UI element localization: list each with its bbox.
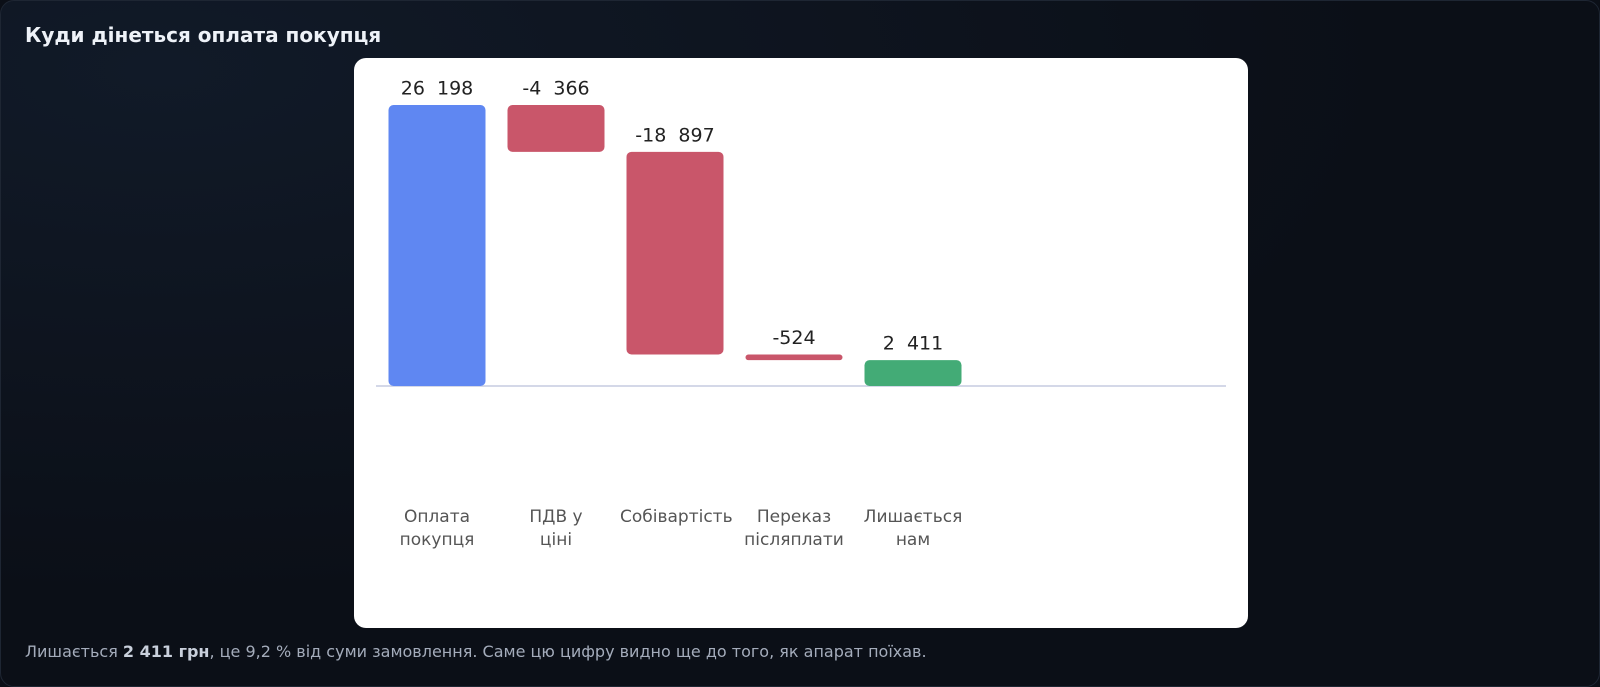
footer-text: , це 9,2 % від суми замовлення. Саме цю … [209,642,927,661]
bar [388,105,486,386]
category-label: Оплата покупця [399,507,475,550]
chart: 26 198 -4 366 -18 897 -524 2 411 [376,78,1226,387]
category-label: Лишається нам [863,507,963,550]
title: Куди дінеться оплата покупця [25,23,382,47]
bar [864,360,962,386]
chart-card: 26 198 -4 366 -18 897 -524 2 411 Оплата поку… [354,58,1248,628]
footer-strong: 2 411 грн [122,642,210,661]
category-label: Собівартість [620,507,733,527]
category-label: Переказ післяплати [744,507,844,550]
value-label: -4 366 [522,78,589,100]
value-label: 26 198 [401,78,474,100]
value-label: -18 897 [635,124,714,146]
bar [507,105,605,152]
value-label: 2 411 [883,333,943,355]
footer-note: Лишається 2 411 грн, це 9,2 % від суми з… [25,642,927,661]
footer-text: Лишається [25,642,123,661]
category-label: ПДВ у ціні [529,507,583,550]
bar [745,354,843,361]
bar [626,151,724,355]
value-label: -524 [772,327,815,349]
